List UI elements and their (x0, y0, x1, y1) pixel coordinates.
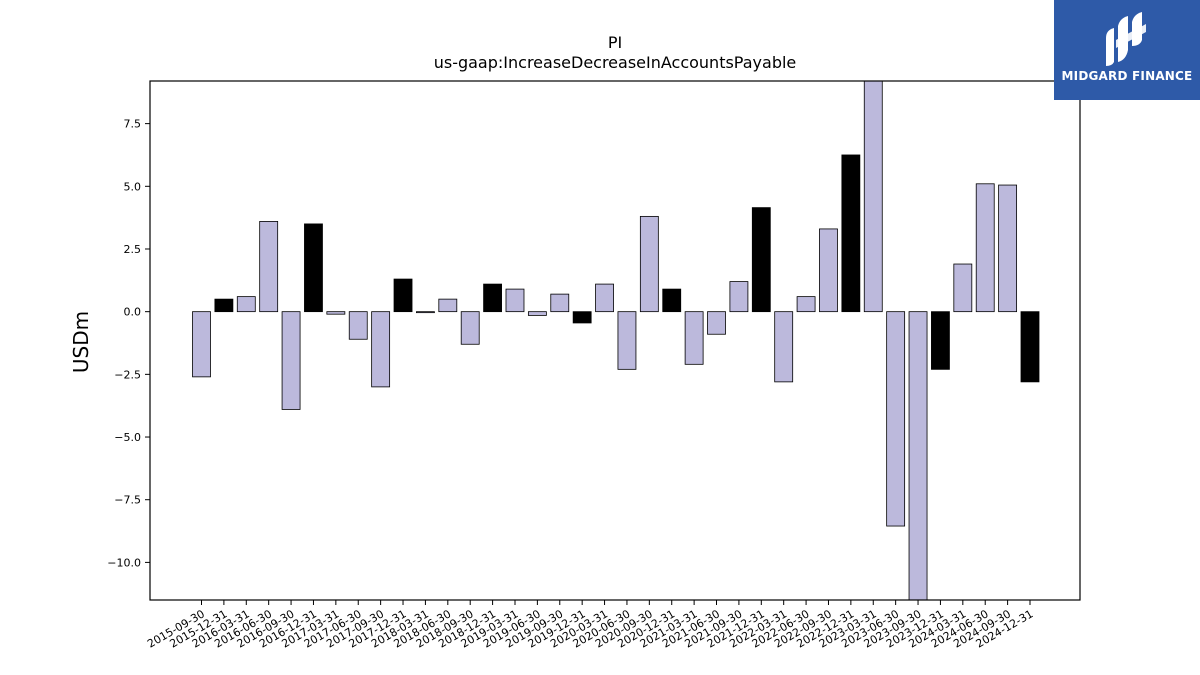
bar-2018-03-31 (416, 311, 435, 314)
bar-2020-06-30 (617, 311, 637, 370)
bar-2015-12-31 (214, 298, 234, 313)
bar-2024-12-31 (1020, 311, 1040, 383)
bar-2019-06-30 (527, 311, 547, 316)
bar-2020-03-31 (595, 283, 614, 313)
bar-2016-09-30 (281, 311, 301, 410)
midgard-m-logo-icon (1106, 12, 1146, 66)
bar-2017-06-30 (348, 311, 368, 340)
bar-2019-03-31 (505, 288, 525, 313)
bar-2017-12-31 (393, 278, 413, 313)
bar-2023-12-31 (931, 311, 950, 370)
brand-name: MIDGARD FINANCE (1061, 69, 1193, 83)
bar-2018-09-30 (460, 311, 480, 345)
bar-2024-03-31 (953, 263, 973, 313)
bar-2024-09-30 (998, 184, 1018, 313)
chart-subtitle: us-gaap:IncreaseDecreaseInAccountsPayabl… (434, 53, 797, 72)
bar-2016-12-31 (304, 223, 323, 313)
bar-2015-09-30 (192, 311, 211, 378)
bars-group (192, 81, 1040, 600)
bar-2020-12-31 (662, 288, 682, 313)
y-tick-label: 0.0 (124, 306, 142, 319)
bar-2022-03-31 (774, 311, 794, 383)
bar-2019-09-30 (550, 293, 570, 313)
y-tick-label: 2.5 (124, 243, 142, 256)
bar-2016-06-30 (259, 221, 279, 313)
bar-2020-09-30 (639, 215, 659, 313)
bar-2023-06-30 (886, 311, 906, 527)
chart-title: PI (608, 33, 622, 52)
bar-2018-06-30 (438, 298, 458, 313)
bar-2021-09-30 (729, 281, 749, 313)
bar-2024-06-30 (975, 183, 995, 313)
bar-2021-06-30 (707, 311, 726, 335)
bar-2023-09-30 (908, 311, 928, 600)
x-axis: 2015-09-302015-12-312016-03-312016-06-30… (145, 600, 1036, 651)
bar-2022-06-30 (796, 296, 816, 313)
bar-2023-03-31 (863, 81, 883, 313)
y-tick-label: −10.0 (107, 556, 141, 569)
brand-logo: MIDGARD FINANCE (1054, 0, 1200, 100)
plot-frame (149, 80, 1081, 601)
bar-2022-09-30 (819, 228, 838, 313)
bar-2022-12-31 (841, 154, 861, 313)
y-tick-label: −5.0 (114, 431, 141, 444)
bar-2021-03-31 (684, 311, 704, 365)
bar-2021-12-31 (751, 207, 771, 313)
bar-2017-03-31 (326, 311, 346, 315)
bar-2019-12-31 (572, 311, 592, 324)
y-tick-label: 5.0 (124, 180, 142, 193)
y-axis: 7.5 5.0 2.5 0.0 −2.5 −5.0 −7.5 −10.0 (107, 118, 150, 569)
bar-2016-03-31 (236, 296, 256, 313)
y-tick-label: 7.5 (124, 118, 142, 131)
y-tick-label: −2.5 (114, 368, 141, 381)
y-axis-label: USDm (69, 311, 93, 373)
y-tick-label: −7.5 (114, 494, 141, 507)
bar-2017-09-30 (371, 311, 391, 388)
bar-2018-12-31 (483, 283, 502, 313)
